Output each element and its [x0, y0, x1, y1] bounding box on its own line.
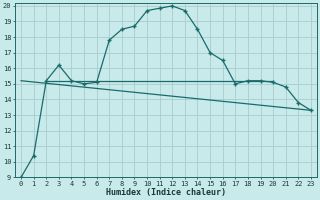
- X-axis label: Humidex (Indice chaleur): Humidex (Indice chaleur): [106, 188, 226, 197]
